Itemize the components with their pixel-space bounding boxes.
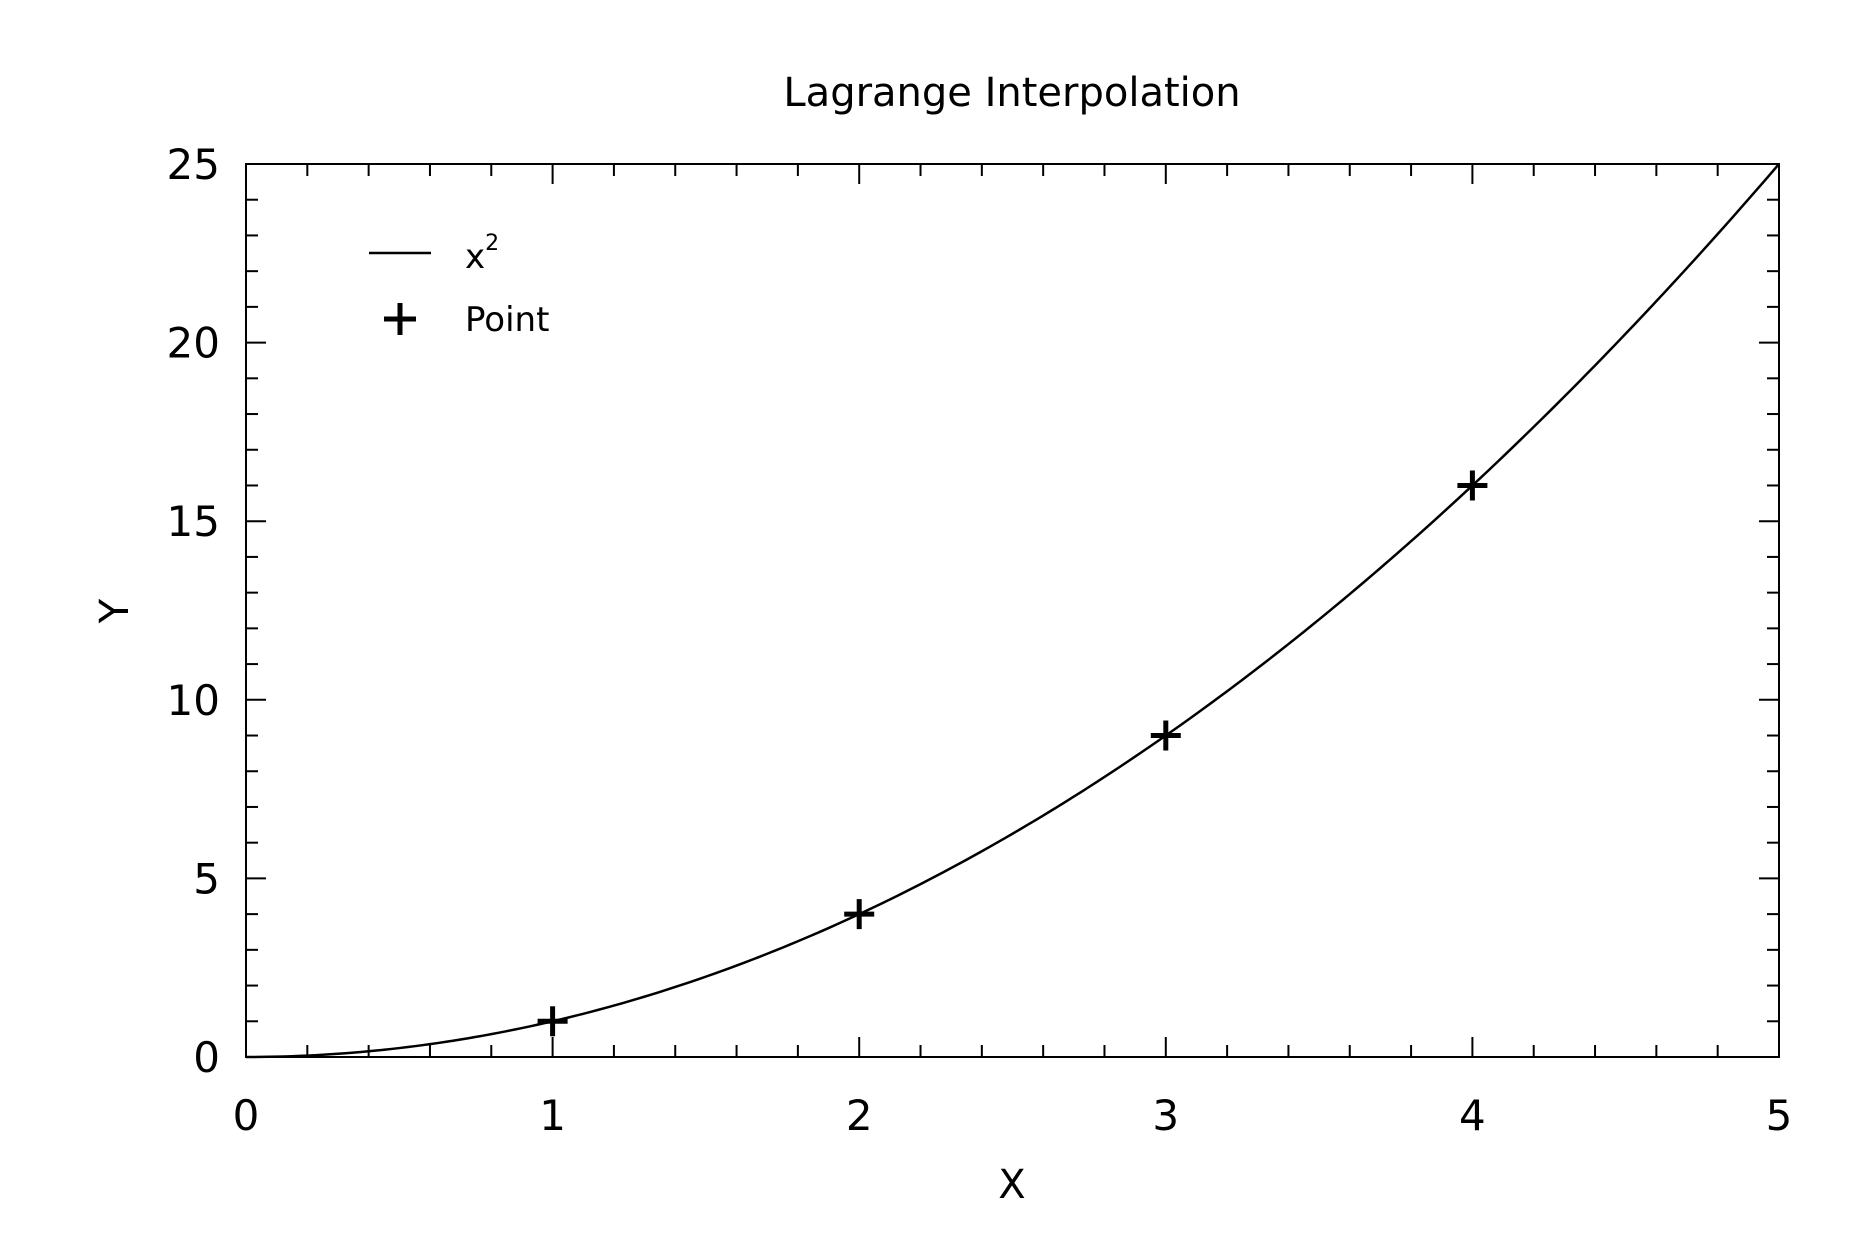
y-tick-labels: 0 5 10 15 20 25 bbox=[167, 140, 220, 1082]
legend-plus-swatch bbox=[384, 303, 416, 335]
plot-frame bbox=[245, 163, 1780, 1058]
y-tick-label: 15 bbox=[167, 497, 220, 546]
series-points bbox=[537, 470, 1488, 1037]
series-curve-x-squared bbox=[245, 163, 1780, 1059]
legend-label-curve-sup: 2 bbox=[485, 231, 499, 256]
point-marker bbox=[537, 1006, 568, 1037]
point-marker bbox=[844, 899, 875, 930]
x-tick-labels: 0 1 2 3 4 5 bbox=[233, 1091, 1793, 1140]
legend: x2 Point bbox=[369, 231, 549, 340]
x-tick-label: 3 bbox=[1152, 1091, 1179, 1140]
y-tick-label: 25 bbox=[167, 140, 220, 189]
axis-ticks bbox=[245, 163, 1780, 1058]
legend-label-curve: x2 bbox=[465, 231, 499, 277]
x-tick-label: 2 bbox=[846, 1091, 873, 1140]
x-tick-label: 0 bbox=[233, 1091, 260, 1140]
point-marker bbox=[1457, 470, 1488, 501]
chart-title: Lagrange Interpolation bbox=[783, 70, 1240, 116]
legend-label-curve-base: x bbox=[465, 237, 485, 277]
x-axis-label: X bbox=[998, 1162, 1025, 1208]
x-tick-label: 4 bbox=[1459, 1091, 1486, 1140]
point-marker bbox=[1150, 720, 1181, 751]
y-tick-label: 10 bbox=[167, 676, 220, 725]
y-tick-label: 5 bbox=[193, 854, 220, 903]
legend-label-point: Point bbox=[465, 300, 549, 340]
y-axis-label: Y bbox=[92, 598, 138, 624]
y-tick-label: 0 bbox=[193, 1033, 220, 1082]
x-tick-label: 5 bbox=[1766, 1091, 1793, 1140]
x-tick-label: 1 bbox=[539, 1091, 566, 1140]
y-tick-label: 20 bbox=[167, 319, 220, 368]
